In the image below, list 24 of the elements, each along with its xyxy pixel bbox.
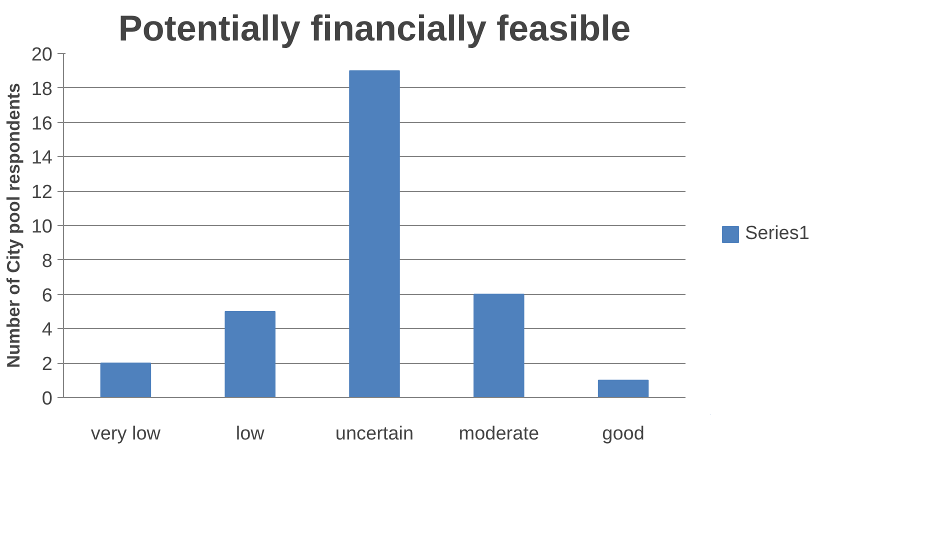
y-tick-label: 12 [31,182,53,204]
legend-label: Series1 [745,222,810,244]
y-tick-label: 16 [31,113,53,134]
y-tick-label: 4 [42,320,53,341]
x-tick-label: low [236,424,265,444]
y-tick-label: 18 [31,78,53,100]
y-tick-label: 10 [31,216,53,238]
y-tick-label: 20 [31,44,53,66]
bar [224,311,276,398]
y-tick-label: 2 [42,354,53,376]
y-tick-label: 14 [31,148,53,169]
y-tick-label: 6 [42,285,53,306]
x-tick-label: very low [90,424,161,444]
y-tick-label: 0 [42,388,53,410]
x-tick-label: moderate [458,424,540,444]
bar [349,70,400,398]
bar [598,380,649,398]
y-tick-label: 8 [42,250,53,272]
bar [474,294,524,398]
x-tick-label: good [602,424,644,444]
chart-title: Potentially financially feasible [118,8,631,48]
bar [100,362,152,398]
y-axis-title: Number of City pool respondents [3,82,24,368]
x-tick-label: uncertain [335,424,414,444]
